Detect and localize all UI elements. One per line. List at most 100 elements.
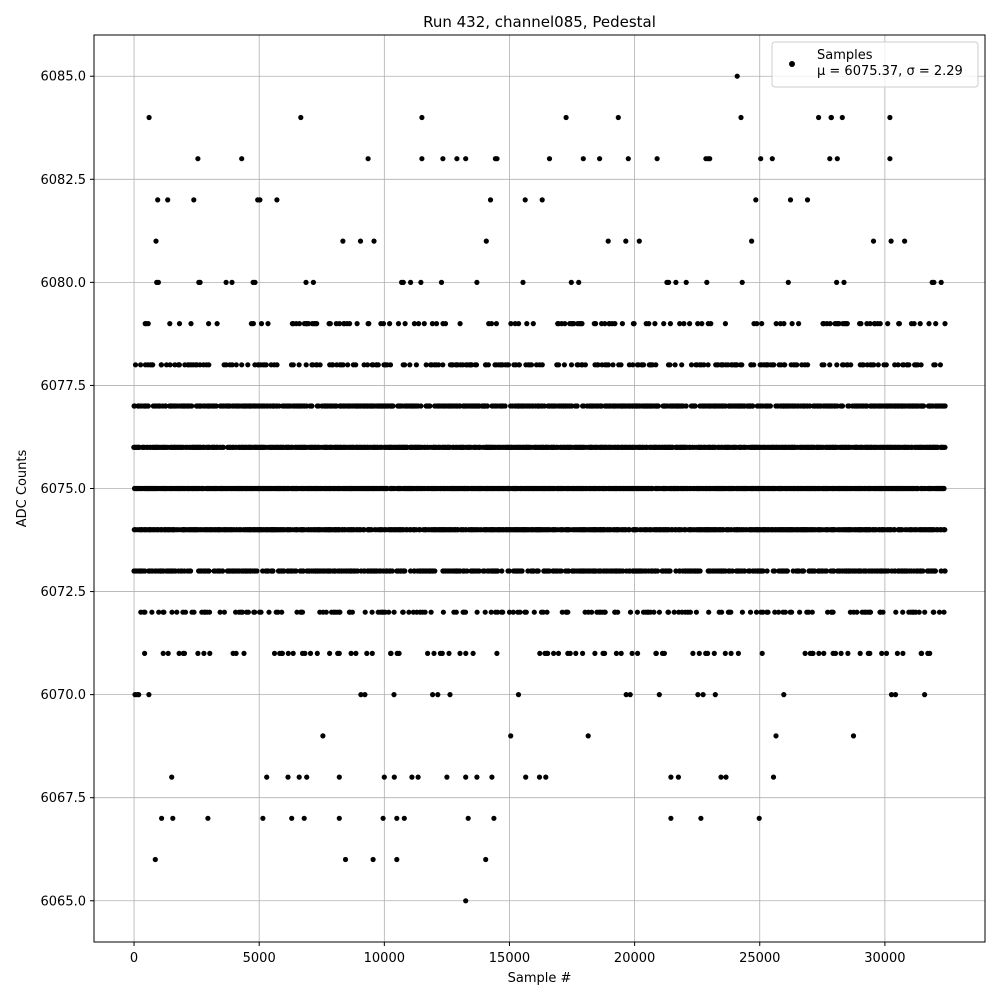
sample-point [942, 568, 948, 574]
legend-series-stats: μ = 6075.37, σ = 2.29 [817, 64, 963, 79]
sample-point [687, 321, 693, 327]
sample-point [545, 650, 551, 657]
sample-point [488, 609, 494, 615]
sample-point [894, 650, 901, 657]
sample-point [391, 609, 397, 615]
sample-point [695, 321, 701, 327]
sample-point [555, 650, 562, 657]
sample-point [667, 321, 674, 327]
sample-point [782, 609, 788, 615]
sample-point [245, 609, 251, 615]
sample-point [917, 321, 923, 327]
sample-point [854, 609, 860, 615]
sample-point [707, 156, 713, 162]
sample-point [839, 403, 846, 409]
sample-point [781, 692, 787, 698]
sample-point [879, 650, 885, 657]
sample-point [653, 362, 659, 368]
sample-point [602, 321, 608, 327]
sample-point [918, 362, 924, 368]
sample-point [718, 774, 724, 780]
sample-point [565, 609, 571, 615]
sample-point [320, 733, 326, 739]
sample-point [419, 156, 425, 162]
sample-point [630, 362, 636, 368]
sample-point [654, 156, 660, 162]
sample-point [142, 609, 148, 615]
sample-point [470, 650, 476, 657]
sample-point [860, 362, 867, 368]
sample-point [942, 444, 948, 450]
sample-point [827, 362, 833, 368]
sample-point [753, 609, 760, 615]
x-tick-label: 10000 [364, 951, 405, 966]
sample-point [802, 650, 808, 657]
sample-point [906, 362, 912, 368]
sample-point [176, 650, 182, 657]
sample-point [522, 197, 528, 203]
sample-point [156, 609, 162, 615]
sample-point [635, 650, 641, 657]
sample-point [785, 279, 791, 285]
sample-point [402, 362, 408, 368]
sample-point [652, 321, 658, 327]
sample-point [505, 362, 512, 368]
sample-point [279, 609, 285, 615]
x-tick-label: 15000 [489, 951, 530, 966]
sample-point [760, 609, 766, 615]
sample-point [463, 774, 469, 780]
sample-point [464, 568, 470, 574]
sample-point [387, 362, 394, 368]
sample-point [705, 650, 711, 657]
sample-point [634, 609, 641, 615]
sample-point [667, 568, 673, 574]
sample-point [920, 568, 926, 574]
y-axis-ticks: 6065.06067.56070.06072.56075.06077.56080… [41, 70, 94, 909]
sample-point [506, 568, 512, 574]
sample-point [895, 362, 901, 368]
sample-point [387, 321, 393, 327]
sample-point [317, 362, 323, 368]
sample-point [690, 650, 696, 657]
sample-point [627, 692, 633, 698]
sample-point [396, 650, 402, 657]
sample-point [794, 362, 800, 368]
sample-point [428, 609, 434, 615]
sample-point [446, 650, 452, 657]
sample-point [206, 568, 212, 574]
sample-point [834, 156, 840, 162]
sample-point [487, 197, 494, 203]
sample-point [483, 856, 489, 863]
sample-point [358, 692, 364, 698]
sample-point [201, 650, 207, 657]
sample-point [612, 321, 618, 327]
sample-point [629, 650, 635, 657]
sample-point [728, 609, 734, 615]
sample-point [409, 774, 415, 780]
sample-point [506, 609, 513, 615]
sample-point [418, 279, 424, 285]
sample-point [439, 650, 445, 657]
sample-point [911, 321, 917, 327]
sample-point [769, 156, 775, 162]
x-axis-label: Sample # [508, 971, 572, 986]
sample-point [883, 362, 889, 368]
x-tick-label: 0 [130, 951, 138, 966]
sample-point [816, 650, 822, 657]
sample-point [760, 568, 766, 574]
sample-point [155, 279, 161, 285]
sample-point [457, 650, 463, 657]
sample-point [723, 774, 729, 780]
sample-point [582, 362, 589, 368]
sample-point [347, 321, 353, 327]
sample-point [653, 650, 659, 657]
sample-point [419, 114, 425, 121]
sample-point [562, 321, 568, 327]
sample-point [784, 568, 791, 574]
sample-point [858, 321, 864, 327]
sample-point [867, 321, 873, 327]
sample-point [546, 156, 553, 162]
sample-point [195, 650, 201, 657]
sample-point [764, 568, 770, 574]
sample-point [595, 362, 601, 368]
